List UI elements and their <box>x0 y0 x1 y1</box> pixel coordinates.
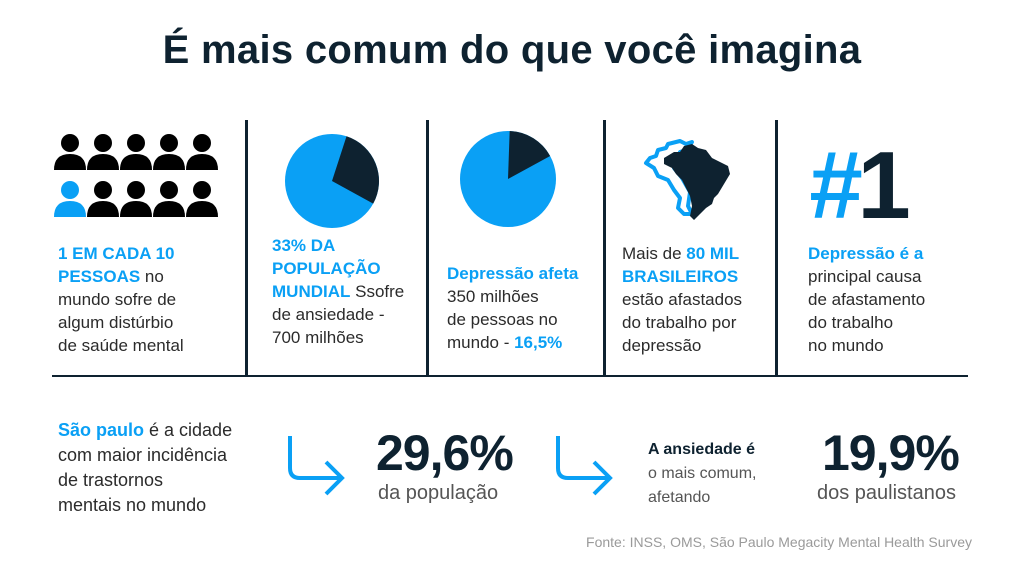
person-icon <box>186 181 218 217</box>
stat-4-highlight: 80 MIL <box>686 244 740 263</box>
stat-2-highlight: POPULAÇÃO <box>272 259 381 278</box>
column-divider <box>775 120 778 376</box>
text-line: de afastamento <box>808 290 926 309</box>
stat-3-percent: 16,5% <box>514 333 563 352</box>
arrow-down-right-icon <box>288 436 345 496</box>
person-icon <box>153 134 185 170</box>
text-line: de pessoas no <box>447 310 558 329</box>
depression-pie-chart <box>460 131 556 227</box>
people-icons <box>54 134 218 217</box>
text-line: com maior incidência <box>58 445 228 465</box>
text-line: no mundo <box>808 336 884 355</box>
text-line: 700 milhões <box>272 328 364 347</box>
text-line: mentais no mundo <box>58 495 207 515</box>
person-icon <box>120 134 152 170</box>
sao-paulo-highlight: São paulo <box>58 420 145 440</box>
stat-3-highlight: Depressão afeta <box>447 264 579 283</box>
text-line: Ssofre <box>350 282 405 301</box>
column-divider <box>426 120 429 376</box>
stat-5-highlight: Depressão é a <box>808 244 924 263</box>
text-line: afetando <box>648 489 711 506</box>
text-line: mundo sofre de <box>58 290 177 309</box>
text-line: Mais de <box>622 244 687 263</box>
text-line: o mais comum, <box>648 465 757 482</box>
source-note: Fonte: INSS, OMS, São Paulo Megacity Men… <box>586 534 972 550</box>
horizontal-divider <box>52 375 968 377</box>
text-line: de trastornos <box>58 470 164 490</box>
rank-digit: 1 <box>857 132 910 239</box>
stat-2-highlight: MUNDIAL <box>272 282 351 301</box>
brazil-map-icon <box>644 139 730 220</box>
stat-1-text: 1 EM CADA 10 PESSOAS no mundo sofre de a… <box>58 242 238 357</box>
person-icon <box>87 181 119 217</box>
text-line: é a cidade <box>144 420 233 440</box>
pie-slice-highlight <box>508 131 551 179</box>
stat-value-paulistanos: 19,9% <box>822 425 960 481</box>
text-line: algum distúrbio <box>58 313 174 332</box>
pie-slice-highlight <box>332 136 379 204</box>
sao-paulo-text: São paulo é a cidade com maior incidênci… <box>58 418 278 518</box>
person-icon <box>54 134 86 170</box>
person-icon <box>153 181 185 217</box>
column-divider <box>245 120 248 376</box>
text-line: do trabalho <box>808 313 894 332</box>
anxiety-pie-chart <box>285 134 379 228</box>
stat-value-population: 29,6% <box>376 425 514 481</box>
person-icon <box>120 181 152 217</box>
stat-5-text: Depressão é a principal causa de afastam… <box>808 242 968 357</box>
rank-number-one: #1 <box>808 138 911 234</box>
text-line: estão afastados <box>622 290 743 309</box>
stat-2-text: 33% DA POPULAÇÃO MUNDIAL Ssofre de ansie… <box>272 234 432 349</box>
person-icon <box>186 134 218 170</box>
stat-4-text: Mais de 80 MIL BRASILEIROS estão afastad… <box>622 242 782 357</box>
stat-4-highlight: BRASILEIROS <box>622 267 739 286</box>
arrow-down-right-icon <box>556 436 613 496</box>
person-icon-highlighted <box>54 181 86 217</box>
stat-3-text: Depressão afeta 350 milhões de pessoas n… <box>447 262 607 354</box>
text-line: 350 milhões <box>447 287 539 306</box>
anxiety-bold: A ansiedade é <box>648 441 756 458</box>
person-icon <box>87 134 119 170</box>
text-line: depressão <box>622 336 702 355</box>
text-line: principal causa <box>808 267 922 286</box>
hash-symbol: # <box>808 132 861 239</box>
page-title: É mais comum do que você imagina <box>162 28 862 72</box>
text-line: mundo - <box>447 333 515 352</box>
text-line: do trabalho por <box>622 313 737 332</box>
column-divider <box>603 120 606 376</box>
stat-label-population: da população <box>378 482 499 504</box>
anxiety-text: A ansiedade é o mais comum, afetando <box>648 438 756 510</box>
text-line: de ansiedade - <box>272 305 385 324</box>
text-line: no <box>140 267 164 286</box>
stat-1-highlight: 1 EM CADA 10 PESSOAS <box>58 244 175 286</box>
stat-label-paulistanos: dos paulistanos <box>817 482 956 504</box>
text-line: de saúde mental <box>58 336 184 355</box>
stat-2-highlight: 33% DA <box>272 236 336 255</box>
